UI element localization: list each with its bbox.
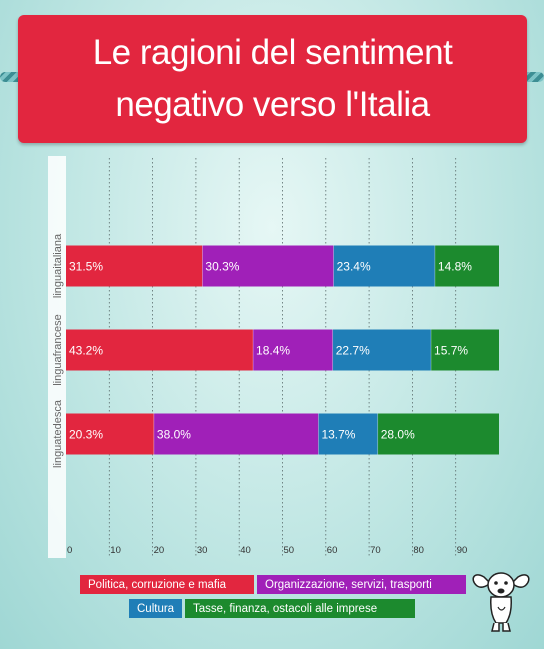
bar-value-label: 18.4% xyxy=(256,344,290,358)
category-label: linguafrancese xyxy=(52,314,64,386)
x-tick-label: 80 xyxy=(413,545,424,556)
chart-title: Le ragioni del sentiment negativo verso … xyxy=(92,33,453,124)
bar-value-label: 43.2% xyxy=(69,344,103,358)
bars-group xyxy=(66,245,499,455)
bar-segment xyxy=(332,329,432,371)
title-banner: Le ragioni del sentiment negativo verso … xyxy=(18,15,527,143)
bar-segment xyxy=(66,413,154,455)
x-tick-label: 10 xyxy=(110,545,121,556)
bar-value-label: 28.0% xyxy=(381,428,415,442)
legend-item: Politica, corruzione e mafia xyxy=(80,575,254,594)
bar-segment xyxy=(66,329,254,371)
legend-item-label: Organizzazione, servizi, trasporti xyxy=(265,578,432,591)
x-tick-label: 40 xyxy=(240,545,251,556)
bar-segment xyxy=(253,329,333,371)
bar-segment xyxy=(66,245,203,287)
x-tick-labels-group: 0 10 20 30 40 50 60 70 80 90 xyxy=(67,545,467,556)
basset-dog-icon xyxy=(472,572,530,632)
bar-segment xyxy=(431,329,499,371)
bar-value-label: 23.4% xyxy=(337,260,371,274)
legend-item: Cultura xyxy=(129,599,182,618)
bar-value-label: 31.5% xyxy=(69,260,103,274)
x-tick-label: 50 xyxy=(284,545,295,556)
bar-segment xyxy=(377,413,499,455)
bar-value-label: 22.7% xyxy=(336,344,370,358)
legend-item: Organizzazione, servizi, trasporti xyxy=(257,575,466,594)
bar-segment xyxy=(318,413,378,455)
x-tick-label: 60 xyxy=(327,545,338,556)
bar-value-label: 30.3% xyxy=(205,260,239,274)
category-label: linguatedesca xyxy=(52,399,64,468)
x-tick-label: 30 xyxy=(197,545,208,556)
legend-item-label: Politica, corruzione e mafia xyxy=(88,578,227,591)
bar-segment xyxy=(202,245,334,287)
bar-value-label: 15.7% xyxy=(434,344,468,358)
bar-segment xyxy=(153,413,319,455)
bar-segment xyxy=(434,245,499,287)
x-tick-label: 90 xyxy=(457,545,468,556)
legend-item-label: Cultura xyxy=(137,602,175,615)
grid-lines xyxy=(108,158,457,557)
bar-segment xyxy=(333,245,435,287)
category-labels-group: linguaitaliana linguafrancese linguatedesc… xyxy=(52,233,64,468)
x-tick-label: 20 xyxy=(154,545,165,556)
bar-value-label: 13.7% xyxy=(321,428,355,442)
category-axis-panel xyxy=(48,156,66,558)
bar-value-label: 14.8% xyxy=(438,260,472,274)
bar-value-label: 38.0% xyxy=(157,428,191,442)
x-tick-label: 70 xyxy=(370,545,381,556)
bar-value-label: 20.3% xyxy=(69,428,103,442)
legend-item-label: Tasse, finanza, ostacoli alle imprese xyxy=(193,602,378,615)
data-labels-group: 31.5% 30.3% 23.4% 14.8% 43.2% 18.4% 22.7% 15.7%… xyxy=(69,260,472,442)
x-tick-label: 0 xyxy=(67,545,72,556)
category-label: linguaitaliana xyxy=(52,233,64,298)
legend-item: Tasse, finanza, ostacoli alle imprese xyxy=(185,599,415,618)
